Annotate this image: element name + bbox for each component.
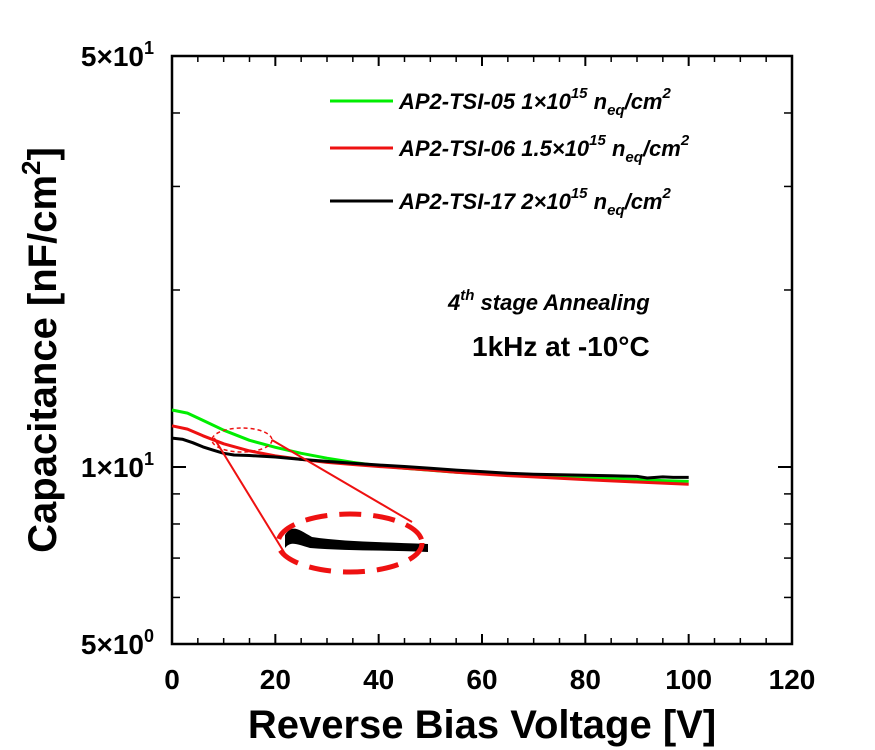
x-tick-label: 80 — [570, 664, 601, 695]
measurement-condition-annotation: 1kHz at -10°C — [472, 331, 650, 362]
x-tick-label: 0 — [164, 664, 180, 695]
zoom-connector-right — [271, 439, 413, 523]
y-axis-title: Capacitance [nF/cm2] — [16, 147, 65, 553]
legend-label-tsi05: AP2-TSI-05 1×1015 neq/cm2 — [398, 85, 672, 119]
x-tick-label: 120 — [769, 664, 816, 695]
x-tick-label: 20 — [260, 664, 291, 695]
series-line-2 — [171, 436, 689, 480]
legend-label-tsi17: AP2-TSI-17 2×1015 neq/cm2 — [398, 185, 672, 219]
x-tick-label: 100 — [665, 664, 712, 695]
axis-ticks — [171, 55, 793, 645]
zoom-target-ellipse — [275, 511, 425, 575]
y-tick-label: 1×101 — [81, 449, 154, 483]
zoom-connector-left — [213, 437, 288, 558]
x-tick-label: 60 — [466, 664, 497, 695]
legend: AP2-TSI-05 1×1015 neq/cm2 AP2-TSI-06 1.5… — [330, 85, 690, 219]
y-tick-label: 5×101 — [81, 38, 154, 72]
y-tick-labels: 5×100 1×101 5×101 — [81, 38, 154, 660]
legend-label-tsi06: AP2-TSI-06 1.5×1015 neq/cm2 — [398, 132, 690, 166]
annealing-stage-annotation: 4th stage Annealing — [447, 287, 650, 315]
series-line-1 — [171, 424, 689, 486]
x-axis-title: Reverse Bias Voltage [V] — [248, 703, 716, 747]
zoom-curve — [285, 528, 428, 552]
x-tick-labels: 0 20 40 60 80 100 120 — [164, 664, 815, 695]
x-tick-label: 40 — [363, 664, 394, 695]
series-lines — [171, 408, 689, 486]
zoom-inset — [211, 427, 428, 575]
y-tick-label: 5×100 — [81, 626, 154, 660]
